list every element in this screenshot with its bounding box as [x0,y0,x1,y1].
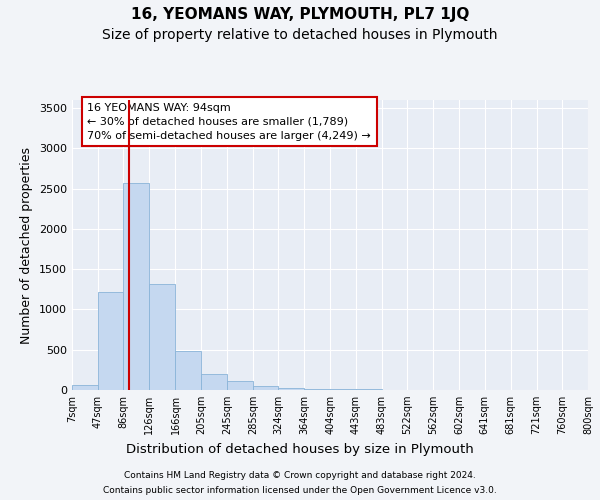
Bar [253,386,278,390]
Text: 16, YEOMANS WAY, PLYMOUTH, PL7 1JQ: 16, YEOMANS WAY, PLYMOUTH, PL7 1JQ [131,8,469,22]
Bar [331,389,356,390]
Bar [98,292,124,390]
Text: Contains HM Land Registry data © Crown copyright and database right 2024.: Contains HM Land Registry data © Crown c… [124,471,476,480]
Bar [149,284,175,390]
Bar [201,374,227,390]
Bar [278,388,304,390]
Text: Size of property relative to detached houses in Plymouth: Size of property relative to detached ho… [102,28,498,42]
Bar [124,183,149,390]
Bar [72,385,98,390]
Bar [304,389,331,390]
Text: Distribution of detached houses by size in Plymouth: Distribution of detached houses by size … [126,442,474,456]
Bar [227,381,253,390]
Text: Contains public sector information licensed under the Open Government Licence v3: Contains public sector information licen… [103,486,497,495]
Bar [175,352,201,390]
Text: 16 YEOMANS WAY: 94sqm
← 30% of detached houses are smaller (1,789)
70% of semi-d: 16 YEOMANS WAY: 94sqm ← 30% of detached … [88,103,371,141]
Y-axis label: Number of detached properties: Number of detached properties [20,146,34,344]
